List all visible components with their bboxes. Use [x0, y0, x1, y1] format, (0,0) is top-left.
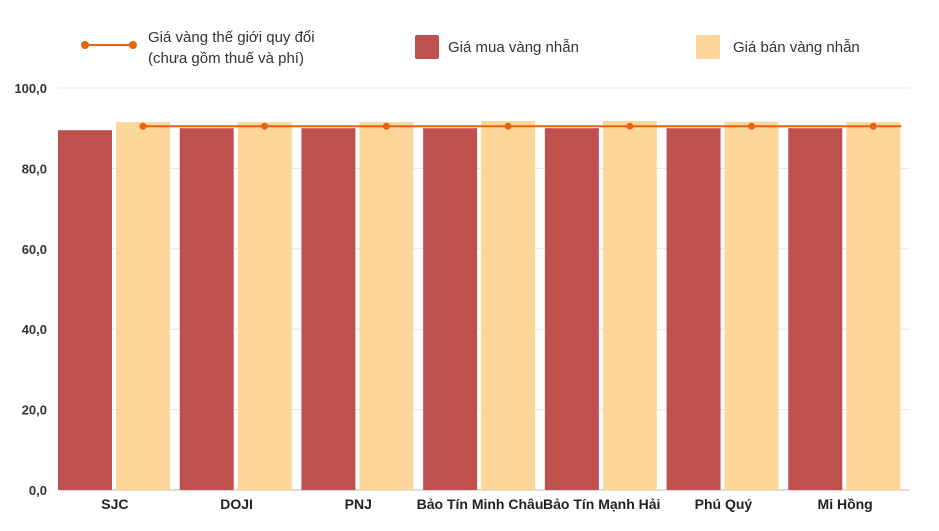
bar-sell — [481, 120, 536, 491]
y-tick-label: 100,0 — [14, 81, 47, 96]
bar-buy — [423, 128, 478, 490]
world-price-point — [869, 122, 877, 130]
y-tick-label: 20,0 — [22, 403, 47, 418]
world-price-point — [626, 122, 634, 130]
x-tick-label: DOJI — [220, 496, 253, 512]
y-tick-label: 60,0 — [22, 242, 47, 257]
world-price-point — [504, 122, 512, 130]
y-tick-label: 40,0 — [22, 322, 47, 337]
legend-sell-swatch — [696, 35, 720, 59]
bar-buy — [544, 128, 599, 490]
bar-sell — [116, 122, 170, 491]
x-tick-label: SJC — [101, 496, 128, 512]
bar-buy — [179, 128, 234, 490]
legend: Giá vàng thế giới quy đổi (chưa gồm thuế… — [81, 29, 860, 67]
world-price-line-series — [139, 122, 902, 130]
world-price-point — [382, 122, 390, 130]
x-tick-label: Mi Hồng — [818, 496, 873, 512]
world-price-point — [261, 122, 269, 130]
x-tick-label: Bảo Tín Minh Châu — [417, 496, 544, 512]
legend-sell-label: Giá bán vàng nhẫn — [733, 39, 860, 56]
legend-buy-label: Giá mua vàng nhẫn — [448, 39, 579, 56]
world-price-point — [139, 122, 147, 130]
bar-sell — [359, 122, 414, 491]
x-tick-label: Phú Quý — [695, 496, 753, 512]
bar-buy — [58, 130, 112, 490]
legend-buy-swatch — [415, 35, 439, 59]
x-tick-label: Bảo Tín Mạnh Hải — [543, 496, 660, 512]
legend-line-marker-right — [129, 41, 137, 49]
legend-world-price-note: (chưa gồm thuế và phí) — [148, 50, 304, 67]
bar-sell — [724, 121, 779, 490]
y-axis: 0,0 20,0 40,0 60,0 80,0 100,0 — [14, 81, 47, 498]
bar-sell — [237, 122, 292, 491]
y-tick-label: 0,0 — [29, 483, 47, 498]
bars — [58, 120, 901, 491]
bar-buy — [788, 128, 843, 490]
y-tick-label: 80,0 — [22, 161, 47, 176]
world-price-point — [748, 122, 756, 130]
bar-sell — [846, 122, 901, 491]
bar-buy — [666, 128, 721, 490]
bar-sell — [602, 120, 657, 491]
legend-line-marker-left — [81, 41, 89, 49]
legend-world-price-label: Giá vàng thế giới quy đổi — [148, 29, 315, 46]
x-tick-label: PNJ — [345, 496, 372, 512]
x-axis: SJC DOJI PNJ Bảo Tín Minh Châu Bảo Tín Mạnh … — [101, 496, 873, 512]
bar-buy — [301, 128, 356, 490]
